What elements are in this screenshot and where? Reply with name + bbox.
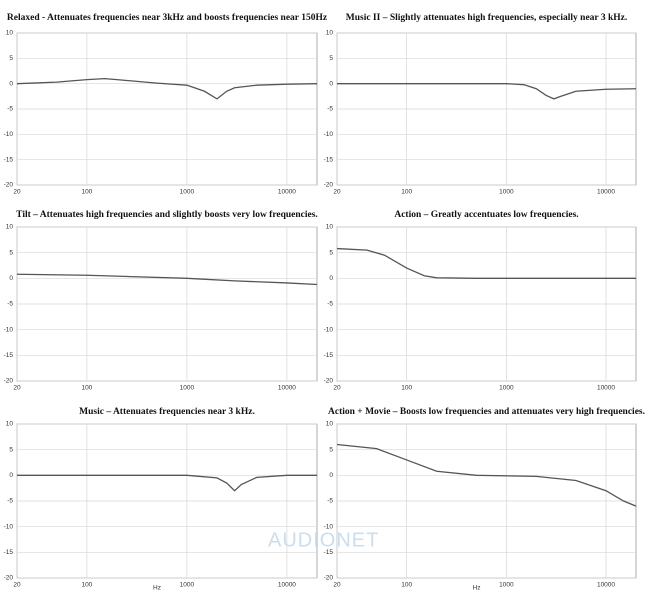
curve xyxy=(336,247,636,279)
y-tick-label: -15 xyxy=(4,352,14,359)
y-tick-label: -10 xyxy=(324,326,334,333)
x-tick-label: 100 xyxy=(81,582,92,589)
y-tick-label: -5 xyxy=(327,106,333,113)
y-tick-label: -5 xyxy=(327,301,333,308)
y-tick-label: -5 xyxy=(327,498,333,505)
y-tick-label: 5 xyxy=(9,446,13,453)
curve xyxy=(337,83,637,100)
y-tick-label: 10 xyxy=(326,224,334,231)
chart-panel: Music II – Slightly attenuates high freq… xyxy=(324,13,637,196)
y-tick-label: 0 xyxy=(9,472,13,479)
x-tick-label: 10000 xyxy=(278,189,296,196)
y-tick-label: -5 xyxy=(7,106,13,113)
x-tick-label: 1000 xyxy=(499,385,514,392)
y-tick-label: -10 xyxy=(4,523,14,530)
chart-title: Action – Greatly accentuates low frequen… xyxy=(394,210,578,220)
y-tick-label: -15 xyxy=(4,549,14,556)
x-tick-label: 100 xyxy=(401,385,412,392)
x-tick-label: 100 xyxy=(401,189,412,196)
x-tick-label: 20 xyxy=(13,582,21,589)
y-tick-label: 5 xyxy=(9,249,13,256)
x-axis-label: Hz xyxy=(473,585,481,592)
y-tick-label: 10 xyxy=(6,30,14,37)
x-tick-label: 10000 xyxy=(278,582,296,589)
x-tick-label: 100 xyxy=(401,582,412,589)
y-tick-label: 10 xyxy=(326,421,334,428)
y-tick-label: -20 xyxy=(324,575,334,582)
y-tick-label: -20 xyxy=(324,182,334,189)
x-tick-label: 10000 xyxy=(278,385,296,392)
charts: Relaxed - Attenuates frequencies near 3k… xyxy=(4,13,645,592)
y-tick-label: -20 xyxy=(324,378,334,385)
y-tick-label: 0 xyxy=(329,275,333,282)
y-tick-label: -10 xyxy=(4,326,14,333)
curve xyxy=(16,273,318,286)
y-tick-label: -15 xyxy=(324,549,334,556)
chart-panel: Relaxed - Attenuates frequencies near 3k… xyxy=(4,13,328,196)
x-tick-label: 1000 xyxy=(499,189,514,196)
curve xyxy=(16,77,318,100)
x-tick-label: 10000 xyxy=(597,385,615,392)
y-tick-label: 5 xyxy=(329,446,333,453)
x-tick-label: 1000 xyxy=(180,189,195,196)
y-tick-label: -20 xyxy=(4,378,14,385)
y-tick-label: -15 xyxy=(4,156,14,163)
y-tick-label: 0 xyxy=(9,275,13,282)
x-tick-label: 20 xyxy=(333,582,341,589)
y-tick-label: -5 xyxy=(7,498,13,505)
curve xyxy=(17,474,317,492)
chart-title: Action + Movie – Boosts low frequencies … xyxy=(328,407,645,417)
chart-panel: Action + Movie – Boosts low frequencies … xyxy=(324,407,645,592)
x-tick-label: 10000 xyxy=(597,582,615,589)
x-tick-label: 10000 xyxy=(597,189,615,196)
y-tick-label: -5 xyxy=(7,301,13,308)
x-tick-label: 1000 xyxy=(499,582,514,589)
y-tick-label: 10 xyxy=(6,421,14,428)
y-tick-label: -20 xyxy=(4,182,14,189)
chart-title: Relaxed - Attenuates frequencies near 3k… xyxy=(7,13,328,23)
y-tick-label: 5 xyxy=(329,55,333,62)
y-tick-label: 0 xyxy=(329,472,333,479)
chart-panel: Music – Attenuates frequencies near 3 kH… xyxy=(4,407,318,592)
x-tick-label: 20 xyxy=(13,385,21,392)
x-tick-label: 20 xyxy=(13,189,21,196)
y-tick-label: -10 xyxy=(324,523,334,530)
y-tick-label: 5 xyxy=(329,249,333,256)
y-tick-label: 10 xyxy=(326,30,334,37)
chart-title: Tilt – Attenuates high frequencies and s… xyxy=(16,210,318,220)
y-tick-label: -20 xyxy=(4,575,14,582)
x-axis-label: Hz xyxy=(153,585,161,592)
y-tick-label: -15 xyxy=(324,156,334,163)
y-tick-label: -10 xyxy=(4,131,14,138)
y-tick-label: 5 xyxy=(9,55,13,62)
y-tick-label: 0 xyxy=(9,80,13,87)
chart-panel: Tilt – Attenuates high frequencies and s… xyxy=(4,210,318,392)
chart-title: Music – Attenuates frequencies near 3 kH… xyxy=(79,407,255,417)
x-tick-label: 20 xyxy=(333,189,341,196)
y-tick-label: -10 xyxy=(324,131,334,138)
x-tick-label: 100 xyxy=(81,189,92,196)
y-tick-label: 10 xyxy=(6,224,14,231)
x-tick-label: 1000 xyxy=(180,385,195,392)
curve xyxy=(336,443,637,507)
x-tick-label: 100 xyxy=(81,385,92,392)
y-tick-label: 0 xyxy=(329,80,333,87)
x-tick-label: 1000 xyxy=(180,582,195,589)
y-tick-label: -15 xyxy=(324,352,334,359)
chart-panel: Action – Greatly accentuates low frequen… xyxy=(324,210,637,392)
x-tick-label: 20 xyxy=(333,385,341,392)
watermark: AUDIONET xyxy=(268,529,379,551)
chart-title: Music II – Slightly attenuates high freq… xyxy=(346,13,627,23)
